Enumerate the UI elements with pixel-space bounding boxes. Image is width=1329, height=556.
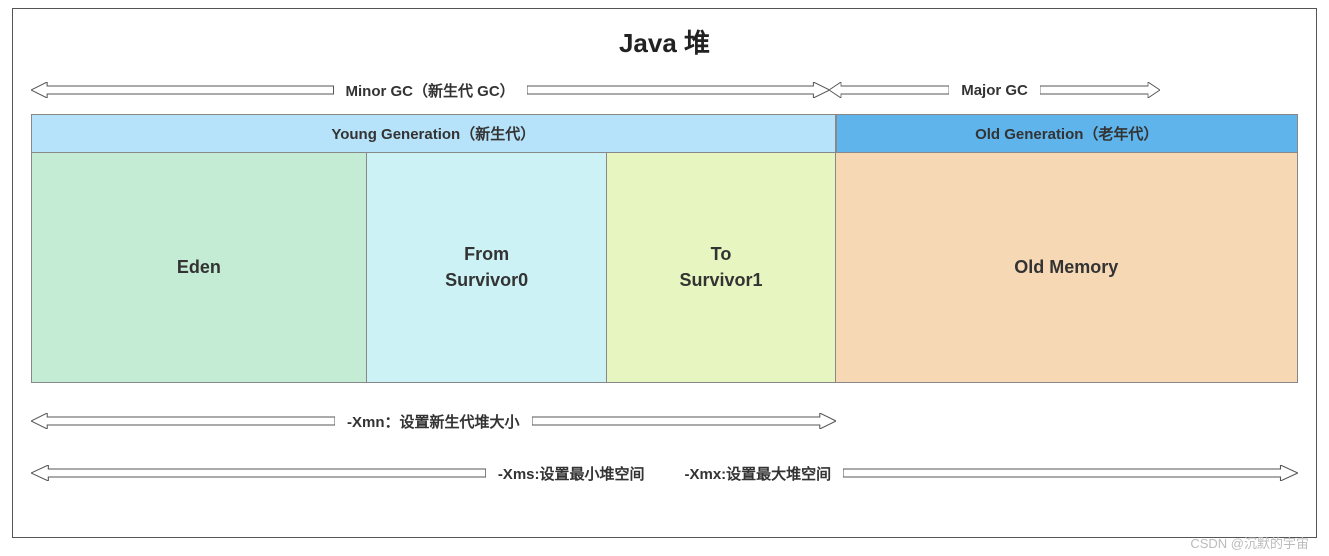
arrow-left-icon <box>31 413 335 429</box>
arrow-right-icon <box>1040 82 1160 98</box>
arrow-right-icon <box>527 82 830 98</box>
to-survivor-block: To Survivor1 <box>607 153 835 383</box>
from-survivor-block: From Survivor0 <box>367 153 608 383</box>
xms-label: -Xms:设置最小堆空间 <box>486 463 657 484</box>
arrow-right-icon <box>843 465 1298 481</box>
gc-row: Minor GC（新生代 GC） Major GC <box>31 76 1298 104</box>
surv1-line1: To <box>711 242 732 267</box>
minor-gc-section: Minor GC（新生代 GC） <box>31 80 829 101</box>
xmx-label: -Xmx:设置最大堆空间 <box>657 463 844 484</box>
arrow-left-icon <box>829 82 949 98</box>
surv0-line1: From <box>464 242 509 267</box>
oldmem-label: Old Memory <box>1014 255 1118 280</box>
old-gen-header: Old Generation（老年代） <box>836 114 1298 153</box>
arrow-left-icon <box>31 82 334 98</box>
arrow-left-icon <box>31 465 486 481</box>
eden-block: Eden <box>31 153 367 383</box>
watermark: CSDN @沉默的宇宙 <box>1190 533 1309 552</box>
diagram-frame: Java 堆 Minor GC（新生代 GC） Major GC Young G… <box>12 8 1317 538</box>
diagram-title: Java 堆 <box>13 23 1316 60</box>
surv0-line2: Survivor0 <box>445 268 528 293</box>
major-gc-label: Major GC <box>949 82 1040 99</box>
xms-xmx-row: -Xms:设置最小堆空间 -Xmx:设置最大堆空间 <box>31 461 1298 485</box>
xmn-section: -Xmn：设置新生代堆大小 <box>31 411 836 432</box>
xms-xmx-section: -Xms:设置最小堆空间 -Xmx:设置最大堆空间 <box>31 463 1298 484</box>
generation-header-row: Young Generation（新生代） Old Generation（老年代… <box>31 114 1298 153</box>
xmn-row: -Xmn：设置新生代堆大小 <box>31 409 1298 433</box>
eden-label: Eden <box>177 255 221 280</box>
minor-gc-label: Minor GC（新生代 GC） <box>334 80 527 101</box>
surv1-line2: Survivor1 <box>679 268 762 293</box>
old-memory-block: Old Memory <box>836 153 1298 383</box>
young-gen-header: Young Generation（新生代） <box>31 114 836 153</box>
memory-blocks-row: Eden From Survivor0 To Survivor1 Old Mem… <box>31 153 1298 383</box>
major-gc-section: Major GC <box>829 82 1298 99</box>
xmn-label: -Xmn：设置新生代堆大小 <box>335 411 532 432</box>
arrow-right-icon <box>532 413 836 429</box>
